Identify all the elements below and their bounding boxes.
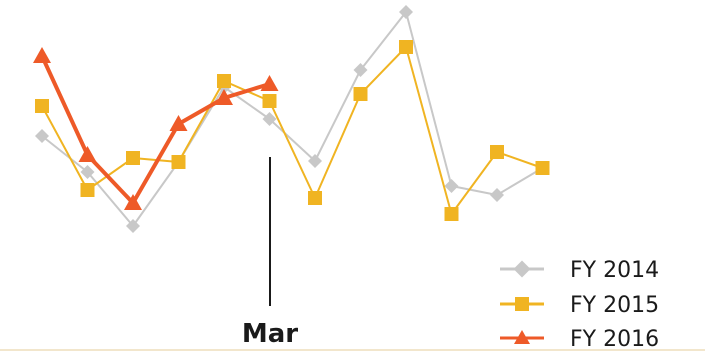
data-point-fy2015 xyxy=(444,207,459,221)
data-point-fy2015 xyxy=(353,87,368,101)
data-point-fy2014 xyxy=(80,165,95,179)
data-point-fy2014 xyxy=(126,219,140,233)
legend-label-fy2015: FY 2015 xyxy=(570,293,659,318)
data-point-fy2015 xyxy=(35,99,49,113)
data-point-fy2014 xyxy=(353,63,368,77)
data-point-fy2015 xyxy=(535,161,550,175)
data-point-fy2016 xyxy=(169,115,188,131)
data-point-fy2014 xyxy=(262,112,277,126)
data-point-fy2015 xyxy=(80,183,95,197)
legend-item-fy2015: FY 2015 xyxy=(500,293,659,318)
data-point-fy2015 xyxy=(308,191,322,205)
data-point-fy2016 xyxy=(124,194,142,210)
data-point-fy2014 xyxy=(490,188,504,202)
data-point-fy2014 xyxy=(444,179,459,193)
legend-label-fy2016: FY 2016 xyxy=(570,327,659,352)
series-line-fy2016 xyxy=(40,55,271,205)
series-fy2016 xyxy=(33,47,279,210)
data-point-fy2016 xyxy=(215,89,233,105)
data-point-fy2015 xyxy=(490,145,504,159)
series-line-fy2015 xyxy=(41,46,543,215)
data-point-fy2014 xyxy=(399,5,413,19)
legend-marker-fy2015 xyxy=(515,297,529,311)
legend: FY 2014 FY 2015 FY 2016 xyxy=(500,258,659,352)
series-layer xyxy=(33,5,550,233)
annotation-label-mar: Mar xyxy=(242,319,298,349)
series-fy2015 xyxy=(35,40,550,221)
data-point-fy2014 xyxy=(308,154,322,168)
data-point-fy2016 xyxy=(78,146,97,162)
data-point-fy2015 xyxy=(126,151,140,165)
data-point-fy2015 xyxy=(262,94,277,108)
legend-marker-fy2014 xyxy=(513,260,531,278)
legend-item-fy2014: FY 2014 xyxy=(500,258,659,283)
data-point-fy2016 xyxy=(33,47,51,63)
legend-item-fy2016: FY 2016 xyxy=(500,327,659,352)
data-point-fy2015 xyxy=(399,40,413,54)
series-line-fy2014 xyxy=(41,11,544,227)
legend-marker-fy2016 xyxy=(514,330,530,344)
data-point-fy2016 xyxy=(260,75,279,91)
data-point-fy2015 xyxy=(217,74,231,88)
series-fy2014 xyxy=(35,5,550,233)
legend-label-fy2014: FY 2014 xyxy=(570,258,659,283)
data-point-fy2015 xyxy=(171,155,186,169)
data-point-fy2014 xyxy=(35,129,49,143)
